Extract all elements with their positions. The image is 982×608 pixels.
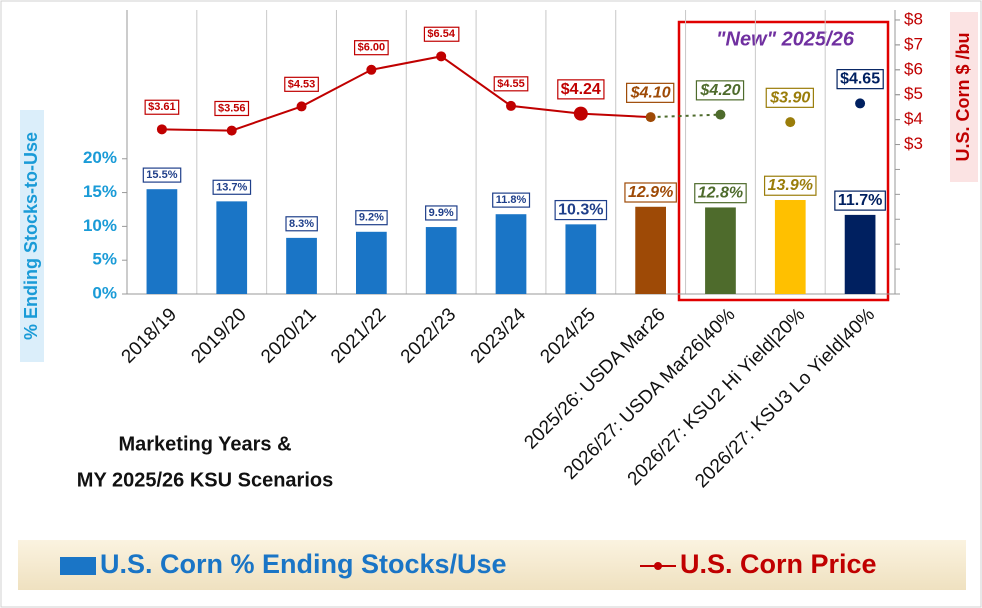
y2-tick-label: $6: [904, 59, 923, 78]
value-label: 8.3%: [289, 218, 314, 230]
price-point: [645, 112, 656, 123]
y2-tick-label: $3: [904, 134, 923, 153]
value-label-box: [554, 199, 608, 221]
y2-tick-label: $5: [904, 84, 923, 103]
value-label: 10.3%: [558, 202, 603, 219]
value-label: 11.8%: [496, 194, 527, 206]
y2label-box: [950, 12, 978, 182]
bar: [356, 231, 387, 294]
price-point: [506, 100, 516, 111]
y-tick-label: 20%: [83, 148, 117, 167]
value-label-box: [423, 26, 460, 42]
y2-axis-label: U.S. Corn $ /bu: [953, 32, 973, 161]
legend-label: U.S. Corn % Ending Stocks/Use: [100, 549, 507, 579]
bar: [216, 201, 248, 294]
y2-tick-label: $4: [904, 109, 923, 128]
value-label-box: [285, 216, 318, 232]
y-tick-label: 5%: [92, 250, 117, 269]
value-label-box: [557, 79, 605, 100]
value-label: 13.9%: [768, 177, 813, 194]
value-label-box: [284, 76, 319, 92]
value-label-box: [212, 179, 252, 195]
value-label-box: [763, 175, 817, 196]
value-label-box: [493, 76, 529, 92]
value-label-box: [142, 167, 182, 183]
y2-tick-label: $7: [904, 34, 923, 53]
highlight-box: [677, 20, 890, 302]
value-label: 12.8%: [698, 185, 743, 202]
bar: [844, 214, 876, 294]
value-label: 9.2%: [359, 212, 384, 224]
price-point: [855, 98, 866, 109]
value-label: $4.53: [288, 78, 316, 90]
price-point: [715, 109, 726, 120]
value-label-box: [624, 182, 677, 203]
value-label-box: [626, 82, 675, 103]
value-label: $3.61: [148, 101, 176, 113]
y-tick-label: 15%: [83, 182, 117, 201]
bar: [565, 224, 597, 294]
y-tick-label: 10%: [83, 216, 117, 235]
value-label: $4.24: [561, 81, 601, 98]
value-label: 12.9%: [628, 184, 673, 201]
value-label: $4.65: [840, 71, 880, 88]
bar: [705, 207, 736, 294]
value-label: $4.10: [630, 84, 671, 101]
value-label: 11.7%: [838, 192, 882, 209]
price-line: [161, 55, 651, 132]
legend-box: [18, 540, 966, 590]
value-label: $6.00: [358, 42, 386, 54]
price-point: [573, 106, 588, 121]
price-point: [226, 125, 237, 136]
legend-marker: [60, 557, 96, 575]
value-label-box: [836, 69, 884, 90]
bar: [286, 237, 317, 294]
value-label-box: [492, 192, 531, 208]
value-label: $3.56: [218, 102, 246, 114]
y2-tick-label: $8: [904, 9, 923, 28]
value-label-box: [144, 99, 180, 115]
price-point: [296, 101, 307, 112]
value-label-box: [425, 205, 458, 221]
bar: [774, 200, 806, 294]
x-axis-label: MY 2025/26 KSU Scenarios: [77, 469, 333, 491]
legend-marker: [654, 562, 662, 570]
value-label-box: [695, 80, 745, 101]
x-axis-label: Marketing Years &: [118, 433, 291, 455]
price-point: [436, 51, 447, 62]
y-tick-label: 0%: [92, 283, 117, 302]
price-point: [156, 124, 167, 135]
price-point: [366, 64, 377, 75]
y-axis-label: % Ending Stocks-to-Use: [21, 132, 41, 340]
value-label-box: [765, 87, 814, 108]
value-label: $6.54: [427, 28, 455, 40]
value-label: $4.20: [699, 82, 740, 99]
annotation: "New" 2025/26: [716, 28, 855, 50]
value-label: $3.90: [769, 89, 810, 106]
price-point: [785, 117, 796, 128]
legend-label: U.S. Corn Price: [680, 549, 877, 579]
ylabel-box: [20, 110, 44, 362]
price-line: [650, 113, 721, 119]
value-label-box: [694, 183, 747, 204]
value-label-box: [834, 190, 886, 211]
value-label-box: [355, 210, 388, 226]
value-label: 13.7%: [216, 181, 247, 193]
value-label: $4.55: [497, 78, 525, 90]
bar: [495, 214, 527, 294]
value-label-box: [214, 100, 250, 117]
bar: [146, 189, 178, 294]
value-label: 9.9%: [429, 207, 454, 219]
bar: [635, 206, 666, 294]
bar: [425, 227, 457, 294]
value-label-box: [353, 40, 389, 56]
value-label: 15.5%: [146, 169, 177, 181]
